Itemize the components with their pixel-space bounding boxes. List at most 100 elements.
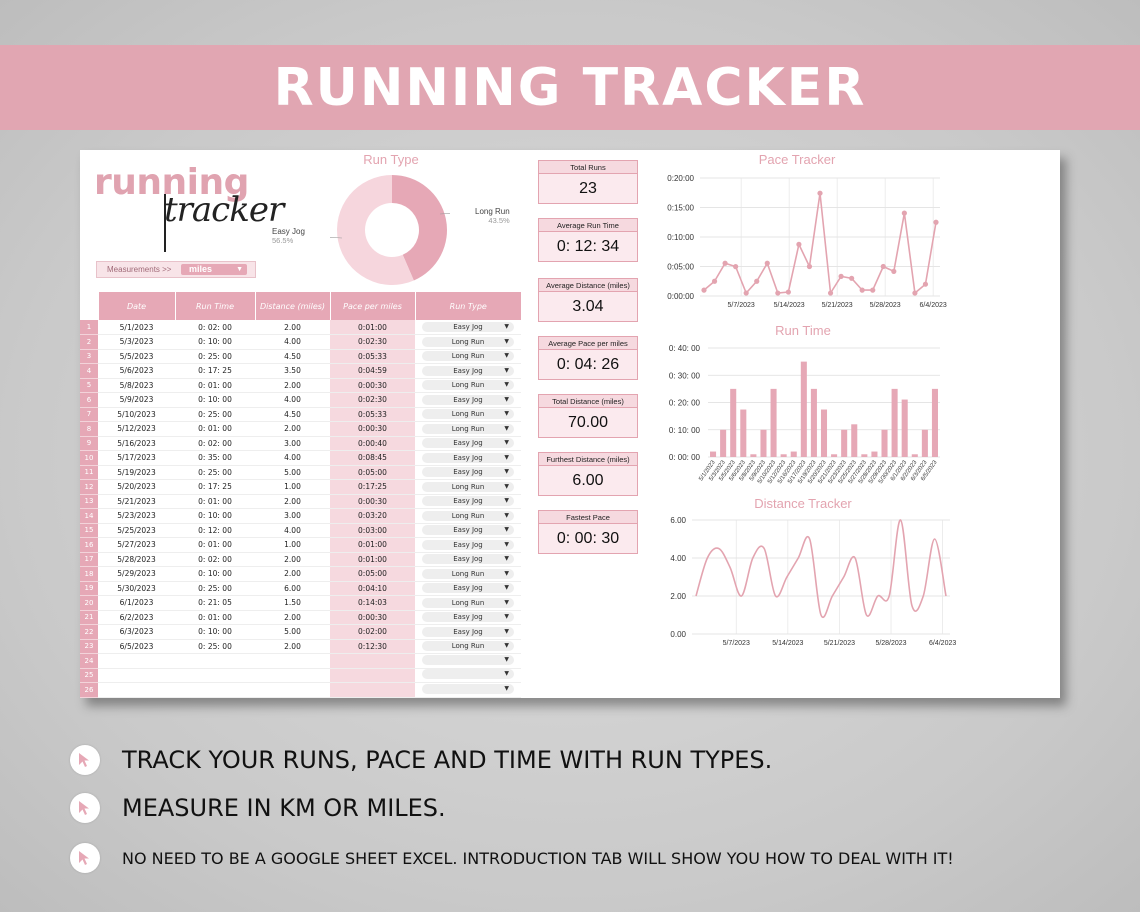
run-type-dropdown[interactable]: Long Run ▼ <box>422 380 514 391</box>
run-time-cell[interactable]: 0: 01: 00 <box>175 610 255 625</box>
run-type-dropdown[interactable]: Long Run ▼ <box>422 510 514 521</box>
run-time-cell[interactable]: 0: 01: 00 <box>175 378 255 393</box>
pace-cell[interactable]: 0:05:33 <box>330 349 415 364</box>
pace-cell[interactable]: 0:05:00 <box>330 465 415 480</box>
pace-cell[interactable]: 0:02:30 <box>330 334 415 350</box>
date-cell[interactable]: 5/16/2023 <box>98 436 175 451</box>
pace-cell[interactable]: 0:08:45 <box>330 450 415 466</box>
distance-cell[interactable]: 3.00 <box>255 436 330 451</box>
run-time-cell[interactable]: 0: 02: 00 <box>175 320 255 335</box>
distance-cell[interactable]: 2.00 <box>255 320 330 335</box>
pace-cell[interactable]: 0:03:20 <box>330 508 415 524</box>
run-time-cell[interactable]: 0: 35: 00 <box>175 450 255 466</box>
date-cell[interactable]: 5/29/2023 <box>98 566 175 582</box>
pace-cell[interactable]: 0:04:59 <box>330 363 415 379</box>
distance-cell[interactable]: 2.00 <box>255 494 330 509</box>
run-type-dropdown[interactable]: Long Run ▼ <box>422 351 514 362</box>
pace-cell[interactable]: 0:00:30 <box>330 494 415 509</box>
date-cell[interactable]: 5/9/2023 <box>98 392 175 408</box>
run-type-dropdown[interactable]: Easy Jog ▼ <box>422 394 514 405</box>
pace-cell[interactable]: 0:01:00 <box>330 537 415 553</box>
date-cell[interactable]: 5/1/2023 <box>98 320 175 335</box>
distance-cell[interactable]: 6.00 <box>255 581 330 596</box>
run-type-dropdown[interactable]: ▼ <box>422 683 514 694</box>
run-time-cell[interactable] <box>175 682 255 698</box>
run-type-dropdown[interactable]: Easy Jog ▼ <box>422 539 514 550</box>
run-time-cell[interactable]: 0: 25: 00 <box>175 581 255 596</box>
run-time-cell[interactable] <box>175 668 255 683</box>
run-type-dropdown[interactable]: ▼ <box>422 654 514 665</box>
date-cell[interactable]: 5/30/2023 <box>98 581 175 596</box>
distance-cell[interactable]: 5.00 <box>255 465 330 480</box>
date-cell[interactable] <box>98 653 175 669</box>
date-cell[interactable]: 5/25/2023 <box>98 523 175 538</box>
date-cell[interactable]: 5/6/2023 <box>98 363 175 379</box>
run-time-cell[interactable]: 0: 10: 00 <box>175 566 255 582</box>
distance-cell[interactable] <box>255 653 330 669</box>
run-type-dropdown[interactable]: Long Run ▼ <box>422 568 514 579</box>
pace-cell[interactable] <box>330 653 415 669</box>
run-time-cell[interactable]: 0: 25: 00 <box>175 407 255 422</box>
run-time-cell[interactable]: 0: 02: 00 <box>175 436 255 451</box>
pace-cell[interactable]: 0:00:30 <box>330 378 415 393</box>
pace-cell[interactable]: 0:12:30 <box>330 639 415 654</box>
distance-cell[interactable]: 1.00 <box>255 537 330 553</box>
date-cell[interactable] <box>98 668 175 683</box>
run-time-cell[interactable]: 0: 12: 00 <box>175 523 255 538</box>
pace-cell[interactable]: 0:05:00 <box>330 566 415 582</box>
pace-cell[interactable] <box>330 682 415 698</box>
pace-cell[interactable]: 0:01:00 <box>330 320 415 335</box>
run-type-dropdown[interactable]: Long Run ▼ <box>422 481 514 492</box>
header-distance[interactable]: Distance (miles) <box>254 292 330 320</box>
run-type-dropdown[interactable]: Easy Jog ▼ <box>422 365 514 376</box>
run-time-cell[interactable]: 0: 01: 00 <box>175 537 255 553</box>
pace-cell[interactable]: 0:02:30 <box>330 392 415 408</box>
distance-cell[interactable]: 4.00 <box>255 334 330 350</box>
pace-cell[interactable]: 0:00:40 <box>330 436 415 451</box>
date-cell[interactable]: 5/3/2023 <box>98 334 175 350</box>
run-time-cell[interactable]: 0: 17: 25 <box>175 479 255 495</box>
header-run-time[interactable]: Run Time <box>174 292 255 320</box>
pace-cell[interactable]: 0:03:00 <box>330 523 415 538</box>
pace-cell[interactable]: 0:00:30 <box>330 610 415 625</box>
run-type-dropdown[interactable]: Easy Jog ▼ <box>422 452 514 463</box>
run-type-dropdown[interactable]: Long Run ▼ <box>422 336 514 347</box>
distance-cell[interactable]: 2.00 <box>255 421 330 437</box>
run-type-dropdown[interactable]: Long Run ▼ <box>422 423 514 434</box>
distance-cell[interactable] <box>255 668 330 683</box>
run-time-cell[interactable]: 0: 17: 25 <box>175 363 255 379</box>
pace-cell[interactable]: 0:14:03 <box>330 595 415 611</box>
run-type-dropdown[interactable]: Long Run ▼ <box>422 597 514 608</box>
run-type-dropdown[interactable]: Easy Jog ▼ <box>422 583 514 594</box>
distance-cell[interactable]: 2.00 <box>255 610 330 625</box>
run-type-dropdown[interactable]: Easy Jog ▼ <box>422 612 514 623</box>
run-time-cell[interactable]: 0: 02: 00 <box>175 552 255 567</box>
distance-cell[interactable]: 5.00 <box>255 624 330 640</box>
run-type-dropdown[interactable]: Long Run ▼ <box>422 641 514 652</box>
distance-cell[interactable]: 3.00 <box>255 508 330 524</box>
run-type-dropdown[interactable]: Easy Jog ▼ <box>422 438 514 449</box>
run-time-cell[interactable]: 0: 25: 00 <box>175 349 255 364</box>
distance-cell[interactable]: 4.50 <box>255 349 330 364</box>
date-cell[interactable]: 5/20/2023 <box>98 479 175 495</box>
date-cell[interactable]: 5/10/2023 <box>98 407 175 422</box>
date-cell[interactable]: 5/21/2023 <box>98 494 175 509</box>
distance-cell[interactable]: 4.00 <box>255 392 330 408</box>
run-time-cell[interactable]: 0: 21: 05 <box>175 595 255 611</box>
date-cell[interactable]: 6/1/2023 <box>98 595 175 611</box>
run-type-dropdown[interactable]: Long Run ▼ <box>422 409 514 420</box>
run-time-cell[interactable]: 0: 25: 00 <box>175 639 255 654</box>
run-type-dropdown[interactable]: ▼ <box>422 669 514 680</box>
distance-cell[interactable] <box>255 682 330 698</box>
date-cell[interactable]: 6/5/2023 <box>98 639 175 654</box>
distance-cell[interactable]: 1.00 <box>255 479 330 495</box>
date-cell[interactable]: 5/17/2023 <box>98 450 175 466</box>
pace-cell[interactable] <box>330 668 415 683</box>
header-date[interactable]: Date <box>97 292 175 320</box>
distance-cell[interactable]: 4.00 <box>255 450 330 466</box>
run-time-cell[interactable]: 0: 01: 00 <box>175 421 255 437</box>
date-cell[interactable]: 5/12/2023 <box>98 421 175 437</box>
header-run-type[interactable]: Run Type <box>414 292 521 320</box>
distance-cell[interactable]: 4.50 <box>255 407 330 422</box>
date-cell[interactable]: 5/23/2023 <box>98 508 175 524</box>
